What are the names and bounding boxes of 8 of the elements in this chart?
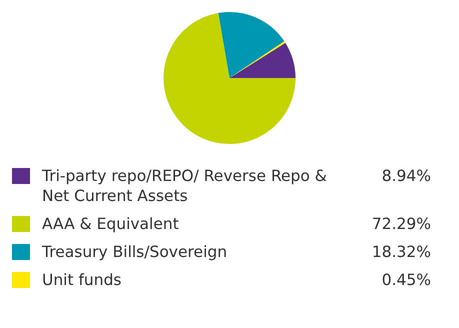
data-label: 0.45% <box>382 270 431 290</box>
data-label: 72.29% <box>372 214 431 234</box>
legend-label: AAA & Equivalent <box>42 214 180 234</box>
legend-label: Tri-party repo/REPO/ Reverse Repo & Net Current Assets <box>42 166 328 206</box>
legend-label: Treasury Bills/Sovereign <box>42 242 228 262</box>
data-label: 18.32% <box>372 242 431 262</box>
data-label: 8.94% <box>382 166 431 186</box>
legend-label: Unit funds <box>42 270 122 290</box>
